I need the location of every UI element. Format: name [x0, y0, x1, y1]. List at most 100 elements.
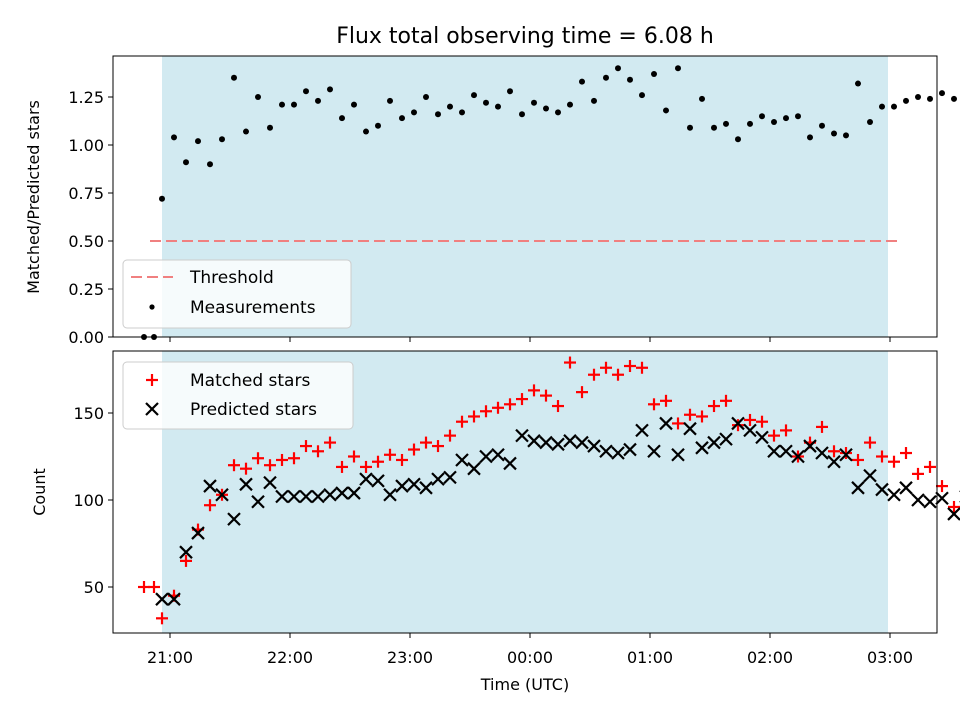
legend-predicted-label: Predicted stars — [190, 400, 317, 420]
measurement-point — [663, 107, 669, 114]
predicted-star-point — [167, 592, 181, 606]
top-y-ticks: 0.00 0.25 0.50 0.75 1.00 1.25 — [68, 88, 113, 347]
matched-star-point — [948, 500, 960, 513]
measurement-point — [735, 136, 741, 143]
predicted-star-point — [887, 488, 901, 502]
measurement-point — [603, 74, 609, 81]
top-plot-frame — [112, 55, 938, 338]
predicted-stars-points — [155, 416, 960, 606]
predicted-star-point — [767, 444, 781, 459]
matched-star-point — [324, 436, 336, 449]
y-tick-label: 1.25 — [68, 88, 104, 107]
matched-star-point — [756, 415, 768, 428]
predicted-star-point — [923, 494, 937, 509]
measurement-point — [231, 74, 237, 81]
y-tick-label: 0.00 — [68, 328, 104, 347]
top-x-ticks — [169, 337, 891, 342]
measurement-point — [903, 97, 909, 104]
measurement-point — [363, 128, 369, 135]
predicted-star-point — [155, 592, 169, 606]
predicted-star-point — [575, 435, 589, 450]
predicted-star-point — [935, 491, 949, 506]
measurement-point — [207, 161, 213, 168]
measurement-point — [951, 95, 957, 102]
matched-star-point — [480, 405, 492, 418]
predicted-star-point — [743, 423, 757, 438]
matched-star-point — [636, 361, 648, 374]
predicted-star-point — [179, 545, 193, 559]
matched-star-point — [744, 413, 756, 426]
measurement-point — [639, 92, 645, 99]
predicted-star-point — [851, 481, 865, 495]
predicted-star-point — [659, 416, 673, 431]
matched-star-point — [840, 447, 852, 460]
measurement-point — [843, 132, 849, 139]
legend-matched-swatch — [146, 374, 158, 386]
predicted-star-point — [611, 446, 625, 460]
matched-star-point — [852, 453, 864, 466]
measurement-point — [375, 122, 381, 129]
matched-star-point — [384, 448, 396, 461]
matched-star-point — [360, 460, 372, 473]
matched-star-point — [504, 398, 516, 411]
matched-star-point — [156, 612, 168, 625]
measurement-point — [687, 124, 693, 131]
measurement-point — [483, 99, 489, 106]
y-tick-label: 50 — [84, 578, 104, 597]
predicted-star-point — [227, 512, 241, 526]
matched-star-point — [780, 424, 792, 437]
measurement-point — [339, 115, 345, 122]
measurement-point — [279, 101, 285, 108]
measurement-point — [435, 111, 441, 118]
matched-star-point — [696, 410, 708, 423]
measurement-point — [927, 95, 933, 102]
predicted-star-point — [899, 481, 913, 495]
matched-star-point — [708, 400, 720, 413]
measurement-point — [615, 65, 621, 72]
measurement-point — [723, 120, 729, 127]
predicted-star-point — [239, 477, 253, 492]
predicted-star-point — [839, 447, 853, 462]
predicted-star-point — [719, 432, 733, 446]
matched-star-point — [432, 440, 444, 453]
bottom-panel: 50 100 150 21:00 22:00 23:00 00:00 01:00 02:00 0… — [30, 350, 960, 694]
measurement-point — [447, 103, 453, 110]
predicted-star-point — [815, 446, 829, 460]
measurement-point — [267, 124, 273, 131]
measurement-point — [291, 101, 297, 108]
matched-star-point — [732, 419, 744, 432]
matched-star-point — [648, 398, 660, 411]
measurement-point — [579, 78, 585, 85]
predicted-star-point — [827, 454, 841, 469]
matched-star-point — [828, 445, 840, 458]
x-tick-label: 01:00 — [627, 648, 673, 667]
predicted-star-point — [863, 468, 877, 483]
predicted-star-point — [407, 477, 421, 492]
predicted-star-point — [779, 444, 793, 459]
matched-star-point — [180, 554, 192, 567]
matched-star-point — [876, 450, 888, 463]
measurement-point — [171, 134, 177, 141]
predicted-star-point — [623, 442, 637, 457]
matched-star-point — [768, 429, 780, 442]
measurement-point — [651, 70, 657, 77]
predicted-star-point — [251, 494, 265, 509]
bottom-x-ticks: 21:00 22:00 23:00 00:00 01:00 02:00 03:00 — [147, 633, 913, 667]
matched-star-point — [420, 436, 432, 449]
measurement-point — [195, 138, 201, 145]
measurement-point — [555, 109, 561, 116]
matched-star-point — [900, 447, 912, 460]
measurement-point — [783, 115, 789, 122]
matched-star-point — [660, 394, 672, 407]
matched-star-point — [936, 480, 948, 493]
predicted-star-point — [671, 447, 685, 462]
measurement-point — [519, 111, 525, 118]
matched-star-point — [312, 445, 324, 458]
predicted-star-point — [299, 489, 313, 504]
legend-threshold-label: Threshold — [189, 268, 274, 288]
measurement-point — [855, 80, 861, 87]
predicted-star-point — [359, 472, 373, 486]
measurement-point — [399, 115, 405, 122]
measurement-point — [627, 76, 633, 83]
